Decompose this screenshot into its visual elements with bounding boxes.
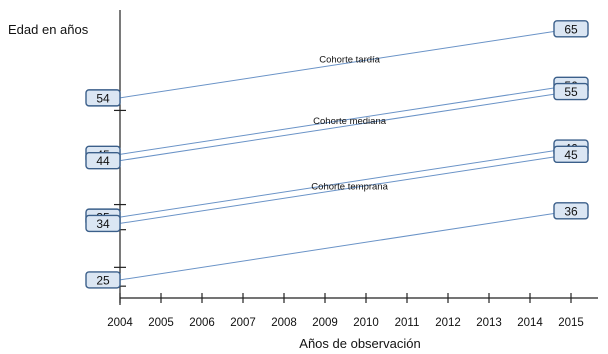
x-tick-label-2011: 2011: [395, 317, 420, 329]
value-box-2-end: [553, 82, 589, 101]
value-box-5-start: [85, 271, 121, 289]
x-tick-label-2004: 2004: [107, 317, 133, 329]
cohort-label-2: Cohorte temprana: [311, 182, 388, 193]
cohort-labels: Cohorte tardía Cohorte mediana Cohorte tem…: [311, 55, 388, 193]
value-label-0-end: 65: [564, 22, 578, 36]
series-lines: [119, 28, 572, 281]
x-tick-label-2008: 2008: [271, 317, 297, 329]
value-label-2-end: 55: [564, 85, 578, 99]
x-ticks: 2004 2005 2006 2007 2008 2009 2010 2011 2012 2013…: [107, 293, 584, 329]
series-line-1: [119, 84, 572, 155]
x-tick-label-2014: 2014: [517, 317, 543, 329]
series-line-0: [119, 28, 572, 99]
value-labels: 546545564455354634452536: [85, 20, 589, 289]
x-axis-title: Años de observación: [299, 336, 420, 351]
value-label-2-start: 44: [96, 154, 110, 168]
value-box-0-start: [85, 89, 121, 107]
value-box-4-end: [553, 145, 589, 164]
value-label-4-start: 34: [96, 217, 110, 231]
value-label-5-end: 36: [564, 204, 578, 218]
value-box-4-start: [85, 214, 121, 233]
x-tick-label-2006: 2006: [189, 317, 215, 329]
x-tick-label-2009: 2009: [312, 317, 338, 329]
value-label-4-end: 45: [564, 148, 578, 162]
value-label-0-start: 54: [96, 91, 110, 105]
value-box-5-end: [553, 202, 589, 220]
series-line-4: [119, 153, 572, 224]
x-tick-label-2010: 2010: [353, 317, 379, 329]
y-axis-title: Edad en años: [8, 22, 89, 37]
cohort-label-0: Cohorte tardía: [319, 55, 380, 66]
value-label-5-start: 25: [96, 273, 110, 287]
x-tick-label-2013: 2013: [476, 317, 502, 329]
cohort-label-1: Cohorte mediana: [313, 116, 387, 127]
x-tick-label-2005: 2005: [148, 317, 174, 329]
x-tick-label-2012: 2012: [435, 317, 461, 329]
x-tick-label-2015: 2015: [558, 317, 584, 329]
value-box-2-start: [85, 151, 121, 170]
series-line-2: [119, 91, 572, 162]
value-box-0-end: [553, 20, 589, 38]
series-line-5: [119, 210, 572, 281]
series-line-3: [119, 147, 572, 218]
x-tick-label-2007: 2007: [230, 317, 256, 329]
